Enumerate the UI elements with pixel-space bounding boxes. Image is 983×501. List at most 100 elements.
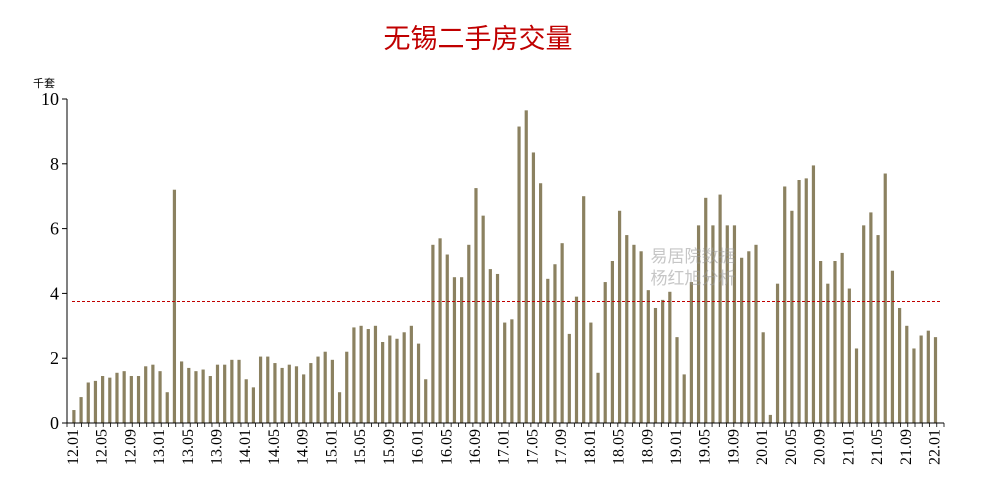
bar <box>438 238 442 423</box>
bar <box>208 376 212 423</box>
bar <box>754 244 758 423</box>
x-tick-label: 16.09 <box>467 429 484 465</box>
bar <box>309 363 313 423</box>
bar <box>596 372 600 423</box>
bar <box>251 387 255 423</box>
x-tick-label: 14.09 <box>295 429 312 465</box>
y-axis-unit: 千套 <box>33 77 55 90</box>
bar <box>740 257 744 423</box>
bar <box>531 152 536 423</box>
bar <box>790 210 794 423</box>
bar <box>194 371 198 423</box>
bar <box>517 126 521 423</box>
bar <box>761 332 765 423</box>
bar <box>854 348 859 423</box>
bar <box>610 261 614 423</box>
bar <box>452 277 457 423</box>
bar <box>933 337 938 423</box>
bar <box>431 244 435 423</box>
x-tick-label: 16.05 <box>438 429 455 465</box>
bar <box>287 364 291 423</box>
bar <box>388 335 392 423</box>
bars <box>72 110 938 424</box>
bar <box>840 252 844 423</box>
bar <box>187 367 191 423</box>
bar <box>366 329 370 423</box>
bar <box>926 330 930 423</box>
bar <box>395 338 399 423</box>
bar <box>158 371 162 423</box>
x-tick-label: 21.01 <box>840 429 857 465</box>
x-tick-label: 18.01 <box>582 429 599 465</box>
bar <box>826 283 830 423</box>
bar <box>682 374 686 423</box>
bar <box>546 278 550 423</box>
bar <box>783 186 787 423</box>
bar <box>560 243 564 423</box>
x-tick-label: 15.01 <box>323 429 340 465</box>
bar <box>115 372 119 423</box>
bar <box>775 283 780 423</box>
bar <box>72 410 76 423</box>
bar <box>718 194 722 423</box>
x-tick-label: 14.01 <box>237 429 254 465</box>
x-tick-label: 18.09 <box>639 429 656 465</box>
bar <box>869 212 873 423</box>
bar <box>244 379 248 423</box>
x-tick-label: 12.05 <box>94 429 111 465</box>
bar <box>402 332 406 423</box>
bar <box>302 374 306 423</box>
bar <box>539 183 543 423</box>
bar <box>833 261 837 423</box>
bar <box>725 225 729 423</box>
bar <box>108 377 112 423</box>
bar <box>876 235 880 423</box>
y-tick-label: 6 <box>50 219 59 239</box>
x-tick-label: 21.05 <box>869 429 886 465</box>
x-tick-label: 20.09 <box>812 429 829 465</box>
bar <box>704 197 708 423</box>
bar <box>215 364 220 423</box>
bar <box>223 364 227 423</box>
x-tick-label: 18.05 <box>611 429 628 465</box>
bar <box>811 165 816 424</box>
bar <box>280 367 284 423</box>
bar <box>689 282 693 423</box>
x-tick-label: 16.01 <box>410 429 427 465</box>
bar <box>847 288 851 423</box>
bar <box>481 215 485 423</box>
bar <box>495 273 500 423</box>
bar <box>151 364 155 423</box>
y-tick-label: 2 <box>50 348 59 368</box>
bar <box>510 319 514 423</box>
bar <box>122 371 126 423</box>
bar <box>409 325 413 423</box>
axes <box>66 99 945 427</box>
bar <box>639 251 643 423</box>
x-tick-label: 21.09 <box>898 429 915 465</box>
bar <box>330 359 334 423</box>
bar <box>503 322 507 423</box>
bar <box>359 325 363 423</box>
bar <box>625 235 629 423</box>
bar <box>524 110 528 423</box>
x-tick-label: 13.09 <box>209 429 226 465</box>
bar <box>352 327 356 423</box>
bar <box>732 225 737 423</box>
bar <box>617 210 622 423</box>
y-tick-label: 10 <box>41 89 59 109</box>
x-tick-label: 13.05 <box>180 429 197 465</box>
bar <box>646 290 650 423</box>
watermark-text: 易居院数据 <box>651 247 736 267</box>
x-tick-label: 12.09 <box>122 429 139 465</box>
x-tick-label: 14.05 <box>266 429 283 465</box>
bar <box>172 189 177 423</box>
x-tick-label: 17.01 <box>496 429 513 465</box>
y-axis-ticks: 0 2 4 6 8 10 <box>41 89 67 433</box>
bar <box>201 369 205 423</box>
bar <box>460 277 464 423</box>
bar <box>316 356 320 423</box>
bar <box>474 188 478 423</box>
bar <box>136 376 141 423</box>
bar <box>488 269 492 423</box>
